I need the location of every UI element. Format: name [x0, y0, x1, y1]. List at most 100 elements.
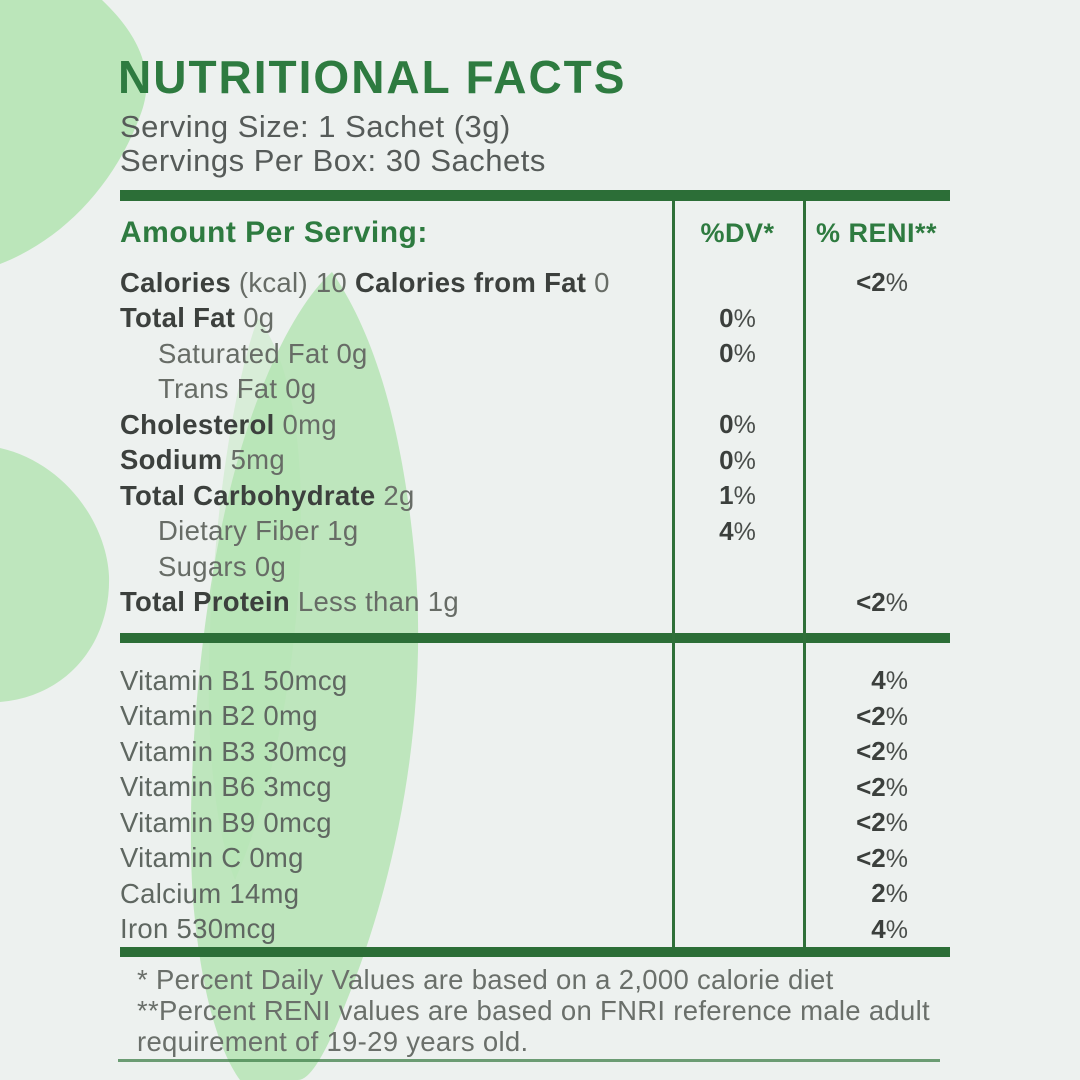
table-row: Saturated Fat 0g 0%: [120, 336, 950, 372]
percent-number: 0: [719, 444, 734, 475]
nutrition-table: Amount Per Serving: %DV* % RENI** Calori…: [120, 190, 950, 957]
page-title: NUTRITIONAL FACTS: [118, 51, 627, 103]
percent-number: 0: [719, 409, 734, 440]
table-row: Cholesterol 0mg 0%: [120, 407, 950, 443]
percent-number: 4: [719, 515, 734, 546]
section-gap: [120, 620, 950, 633]
reni-value: <2%: [856, 736, 908, 767]
table-row: Total Carbohydrate 2g 1%: [120, 478, 950, 514]
reni-value: <2%: [856, 700, 908, 731]
row-label: Sodium 5mg: [120, 444, 672, 476]
row-label: Calories (kcal) 10 Calories from Fat 0: [120, 267, 672, 299]
reni-value: 4%: [871, 665, 908, 696]
nutrient-value: 2g: [375, 479, 415, 511]
nutrient-name: Sodium: [120, 444, 223, 476]
reni-value: <2%: [856, 267, 908, 298]
macronutrient-rows: Calories (kcal) 10 Calories from Fat 0 <2…: [120, 265, 950, 620]
row-label: Cholesterol 0mg: [120, 409, 672, 441]
reni-value: 4%: [871, 913, 908, 944]
leaf-center-large: [190, 272, 419, 1080]
percent-number: <2: [856, 736, 886, 767]
dv-column-header: %DV*: [700, 217, 775, 248]
table-row: Vitamin B6 3mcg <2%: [120, 770, 950, 806]
row-label: Saturated Fat 0g: [120, 338, 672, 370]
nutrient-value: 5mg: [222, 444, 285, 476]
servings-per-box-text: Servings Per Box: 30 Sachets: [120, 143, 546, 178]
percent-number: 4: [871, 665, 886, 696]
micronutrient-label: Vitamin B9 0mcg: [120, 806, 332, 838]
nutrient-name: Total Protein: [120, 586, 290, 618]
leaf-top-left-wedge: [0, 0, 147, 264]
micronutrient-rows: Vitamin B1 50mcg 4% Vitamin B2 0mg <2% Vitam…: [120, 643, 950, 947]
micronutrient-label: Vitamin B2 0mg: [120, 700, 318, 732]
table-row: Calories (kcal) 10 Calories from Fat 0 <2…: [120, 265, 950, 301]
dv-value: 0%: [719, 409, 756, 440]
row-label: Total Fat 0g: [120, 302, 672, 334]
reni-value: <2%: [856, 842, 908, 873]
footnote-line: requirement of 19-29 years old.: [137, 1026, 529, 1057]
nutrient-value: Trans Fat 0g: [158, 373, 317, 405]
dv-value: 0%: [719, 338, 756, 369]
reni-value: <2%: [856, 807, 908, 838]
table-mid-bar: [120, 633, 950, 643]
footnote-line: * Percent Daily Values are based on a 2,…: [137, 964, 834, 995]
row-label: Dietary Fiber 1g: [120, 515, 672, 547]
micronutrient-label: Calcium 14mg: [120, 877, 300, 909]
nutrient-name: Calories: [120, 266, 231, 298]
column-divider-left: [672, 201, 675, 947]
percent-number: 2: [871, 878, 886, 909]
nutrient-value: Less than 1g: [289, 586, 459, 618]
nutrient-value: Dietary Fiber 1g: [158, 515, 359, 547]
table-row: Vitamin B3 30mcg <2%: [120, 734, 950, 770]
table-row: Iron 530mcg 4%: [120, 912, 950, 948]
reni-value: <2%: [856, 586, 908, 617]
dv-value: 1%: [719, 480, 756, 511]
leaf-center-overlay: [208, 318, 301, 880]
table-row: Sugars 0g: [120, 549, 950, 585]
table-header-row: Amount Per Serving: %DV* % RENI**: [120, 201, 950, 265]
table-row: Total Protein Less than 1g <2%: [120, 585, 950, 621]
table-row: Trans Fat 0g: [120, 372, 950, 408]
percent-number: 0: [719, 338, 734, 369]
dv-value: 0%: [719, 302, 756, 333]
table-row: Vitamin B1 50mcg 4%: [120, 663, 950, 699]
row-label: Total Carbohydrate 2g: [120, 480, 672, 512]
micronutrient-label: Vitamin B6 3mcg: [120, 771, 332, 803]
percent-number: <2: [856, 267, 886, 298]
column-divider-right: [803, 201, 806, 947]
bottom-rule: [118, 1059, 940, 1062]
nutrient-name: Total Carbohydrate: [120, 479, 376, 511]
row-label: Total Protein Less than 1g: [120, 586, 672, 618]
table-row: Calcium 14mg 2%: [120, 876, 950, 912]
reni-value: 2%: [871, 878, 908, 909]
table-row: Vitamin C 0mg <2%: [120, 841, 950, 877]
nutrient-name: Cholesterol: [120, 408, 275, 440]
amount-per-serving-header: Amount Per Serving:: [120, 216, 428, 249]
micronutrient-label: Iron 530mcg: [120, 913, 277, 945]
percent-number: <2: [856, 842, 886, 873]
nutrient-name: Calories from Fat: [354, 266, 587, 298]
leaf-left-small: [0, 448, 110, 702]
micronutrient-label: Vitamin C 0mg: [120, 842, 304, 874]
percent-number: <2: [856, 807, 886, 838]
row-label: Trans Fat 0g: [120, 373, 672, 405]
table-top-bar: [120, 190, 950, 201]
footnotes: * Percent Daily Values are based on a 2,…: [137, 964, 947, 1057]
nutrient-value: 0: [586, 266, 610, 298]
percent-number: 4: [871, 913, 886, 944]
micronutrient-label: Vitamin B1 50mcg: [120, 664, 348, 696]
percent-number: <2: [856, 771, 886, 802]
percent-number: 1: [719, 480, 734, 511]
nutrient-value: 0mg: [274, 408, 337, 440]
footnote-line: **Percent RENI values are based on FNRI …: [137, 995, 930, 1026]
table-row: Sodium 5mg 0%: [120, 443, 950, 479]
nutrient-name: Total Fat: [120, 302, 236, 334]
table-row: Vitamin B9 0mcg <2%: [120, 805, 950, 841]
percent-number: 0: [719, 302, 734, 333]
percent-number: <2: [856, 700, 886, 731]
serving-info: Serving Size: 1 Sachet (3g) Servings Per…: [120, 110, 546, 178]
table-row: Total Fat 0g 0%: [120, 301, 950, 337]
reni-value: <2%: [856, 771, 908, 802]
dv-value: 0%: [719, 444, 756, 475]
